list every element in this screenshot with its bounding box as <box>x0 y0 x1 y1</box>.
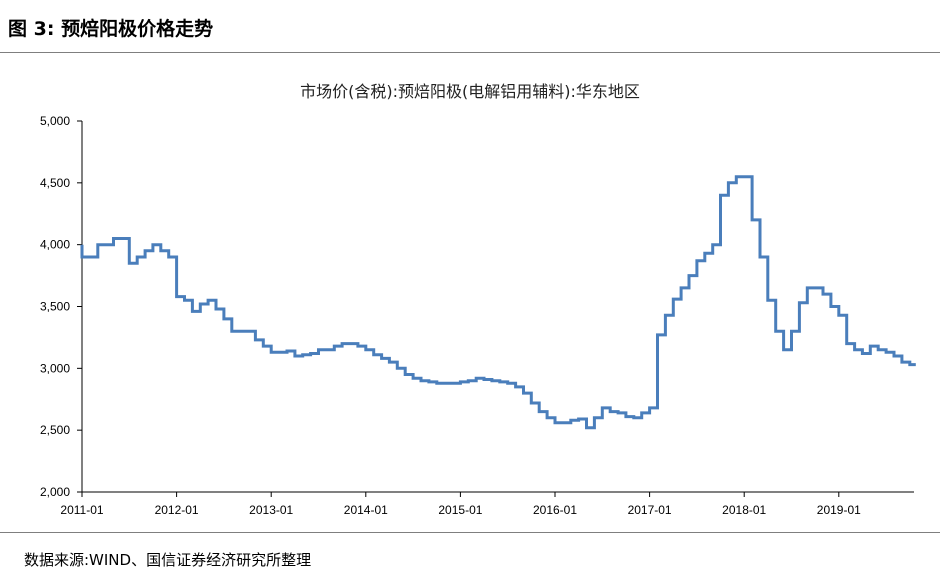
y-tick-label: 2,500 <box>40 423 70 437</box>
x-tick-label: 2013-01 <box>249 503 293 517</box>
x-tick-label: 2011-01 <box>60 503 103 517</box>
series-line <box>80 175 916 430</box>
x-tick-label: 2012-01 <box>155 503 199 517</box>
figure-label: 图 3: <box>8 18 55 40</box>
y-tick-label: 2,000 <box>40 485 70 499</box>
bottom-divider <box>0 532 940 533</box>
x-tick-label: 2017-01 <box>628 503 672 517</box>
y-tick-label: 3,000 <box>40 361 70 375</box>
x-tick-label: 2019-01 <box>817 503 861 517</box>
x-tick-label: 2016-01 <box>533 503 577 517</box>
source-note: 数据来源:WIND、国信证券经济研究所整理 <box>24 551 312 569</box>
x-tick-label: 2014-01 <box>344 503 388 517</box>
x-tick-label: 2015-01 <box>438 503 482 517</box>
figure-title: 图 3: 预焙阳极价格走势 <box>8 14 213 41</box>
y-tick-label: 3,500 <box>40 300 70 314</box>
y-tick-label: 4,500 <box>40 176 70 190</box>
y-tick-label: 5,000 <box>40 114 70 128</box>
figure-title-text: 预焙阳极价格走势 <box>61 18 214 40</box>
top-divider <box>0 52 940 53</box>
x-tick-label: 2018-01 <box>722 503 766 517</box>
chart-title: 市场价(含税):预焙阳极(电解铝用辅料):华东地区 <box>300 82 640 101</box>
y-tick-label: 4,000 <box>40 238 70 252</box>
